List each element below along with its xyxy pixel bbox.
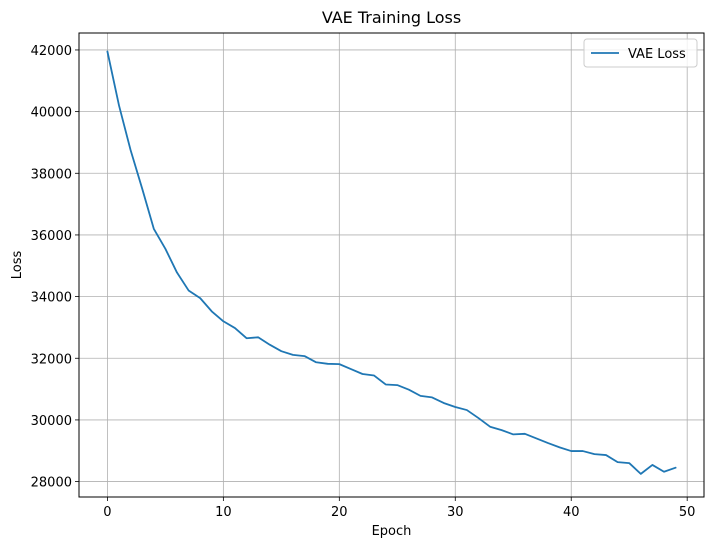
y-tick-label: 32000 <box>31 352 72 367</box>
y-tick-label: 42000 <box>31 44 72 59</box>
legend-box <box>583 38 698 68</box>
x-tick-label: 30 <box>447 505 464 520</box>
series-layer <box>106 50 677 475</box>
chart-title: VAE Training Loss <box>322 8 461 27</box>
y-tick-label: 30000 <box>31 414 72 429</box>
y-tick-label: 36000 <box>31 229 72 244</box>
series-line-vae-loss <box>106 50 677 475</box>
y-tick-label: 38000 <box>31 167 72 182</box>
legend: VAE Loss <box>583 38 698 68</box>
x-tick-label: 40 <box>563 505 580 520</box>
plot-frame <box>78 32 705 498</box>
y-tick-label: 40000 <box>31 106 72 121</box>
x-tick-label: 10 <box>215 505 232 520</box>
x-tick-label: 50 <box>679 505 696 520</box>
x-tick-label: 0 <box>103 505 111 520</box>
x-tick-label: 20 <box>331 505 348 520</box>
ticks: 0 10 20 30 40 50 28000 30000 32000 34000 36000 3800… <box>31 44 696 520</box>
x-axis-title: Epoch <box>372 524 412 539</box>
y-tick-label: 34000 <box>31 291 72 306</box>
y-tick-label: 28000 <box>31 476 72 491</box>
legend-label: VAE Loss <box>628 47 686 62</box>
y-axis-title: Loss <box>10 251 25 280</box>
